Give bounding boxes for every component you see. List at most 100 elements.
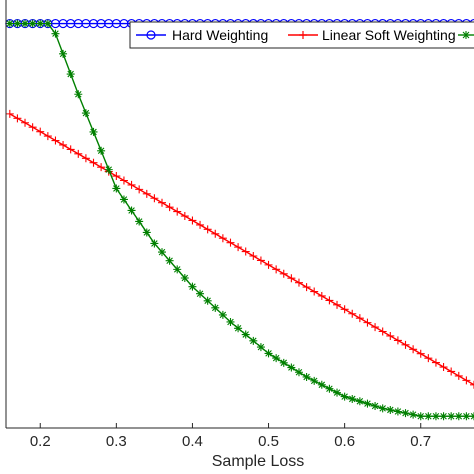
data-point [188, 216, 197, 225]
data-point [43, 19, 52, 28]
data-point [36, 127, 45, 136]
data-point [127, 180, 136, 189]
x-axis-label: Sample Loss [212, 453, 305, 470]
x-tick-label: 0.3 [106, 433, 127, 450]
series-1 [5, 109, 474, 389]
data-point [279, 358, 288, 367]
data-point [211, 229, 220, 238]
data-point [127, 206, 136, 215]
data-point [348, 309, 357, 318]
data-point [424, 412, 433, 421]
data-point [264, 260, 273, 269]
data-point [59, 49, 68, 58]
data-point [348, 394, 357, 403]
legend-marker-hard [146, 30, 156, 40]
data-point [470, 380, 474, 389]
data-point [142, 228, 151, 237]
data-point [74, 90, 83, 99]
data-point [272, 265, 281, 274]
data-point [5, 19, 14, 28]
data-point [333, 300, 342, 309]
data-point [203, 225, 212, 234]
x-tick-label: 0.7 [410, 433, 431, 450]
data-point [173, 265, 182, 274]
data-point [333, 388, 342, 397]
data-point [218, 234, 227, 243]
data-point [401, 409, 410, 418]
data-point [287, 363, 296, 372]
data-point [142, 189, 151, 198]
data-point [119, 176, 128, 185]
data-point [393, 336, 402, 345]
data-point [363, 318, 372, 327]
data-point [74, 149, 83, 158]
data-point [256, 343, 265, 352]
data-point [28, 123, 37, 132]
data-point [302, 372, 311, 381]
data-point [81, 109, 90, 118]
data-point [196, 220, 205, 229]
data-point [340, 392, 349, 401]
data-point [28, 19, 37, 28]
data-point [81, 154, 90, 163]
data-point [150, 194, 159, 203]
data-point [150, 239, 159, 248]
data-point [416, 349, 425, 358]
data-point [462, 376, 471, 385]
data-point [97, 146, 106, 155]
data-point [158, 248, 166, 257]
data-point [371, 323, 380, 332]
data-point [447, 367, 456, 376]
data-point [112, 184, 121, 193]
data-point [203, 296, 212, 305]
data-point [165, 256, 174, 265]
data-point [325, 296, 334, 305]
data-point [188, 282, 197, 291]
legend-label-hard: Hard Weighting [172, 27, 268, 43]
data-point [462, 412, 471, 421]
x-tick-label: 0.5 [258, 433, 279, 450]
data-point [249, 252, 258, 261]
data-point [256, 256, 265, 265]
data-point [66, 70, 75, 79]
data-point [21, 118, 30, 127]
data-point [401, 340, 410, 349]
data-point [104, 165, 113, 174]
data-point [196, 289, 205, 298]
data-point [59, 140, 68, 149]
data-point [158, 198, 166, 207]
data-point [13, 19, 22, 28]
data-point [386, 405, 395, 414]
data-point [317, 380, 326, 389]
data-point [119, 195, 128, 204]
data-point [51, 136, 60, 145]
data-point [310, 287, 319, 296]
data-point [454, 371, 463, 380]
data-point [447, 412, 456, 421]
legend-marker-linear [299, 31, 307, 39]
tick-layer: 0.2 0.3 0.4 0.5 0.6 0.7 [30, 423, 431, 450]
series-line-1 [9, 113, 474, 386]
data-point [386, 331, 395, 340]
data-point [393, 407, 402, 416]
data-point [89, 127, 98, 136]
data-point [355, 397, 364, 406]
data-point [36, 19, 45, 28]
data-point [89, 158, 98, 167]
data-point [439, 363, 448, 372]
data-point [218, 310, 227, 319]
data-point [241, 330, 250, 339]
data-point [294, 278, 303, 287]
data-point [378, 327, 387, 336]
data-point [66, 145, 75, 154]
data-point [302, 283, 311, 292]
data-point [317, 291, 326, 300]
data-point [21, 19, 30, 28]
data-point [43, 132, 52, 141]
data-point [431, 412, 440, 421]
data-point [439, 412, 448, 421]
data-point [371, 402, 380, 411]
data-point [112, 172, 121, 181]
data-point [325, 384, 334, 393]
data-point [431, 358, 440, 367]
